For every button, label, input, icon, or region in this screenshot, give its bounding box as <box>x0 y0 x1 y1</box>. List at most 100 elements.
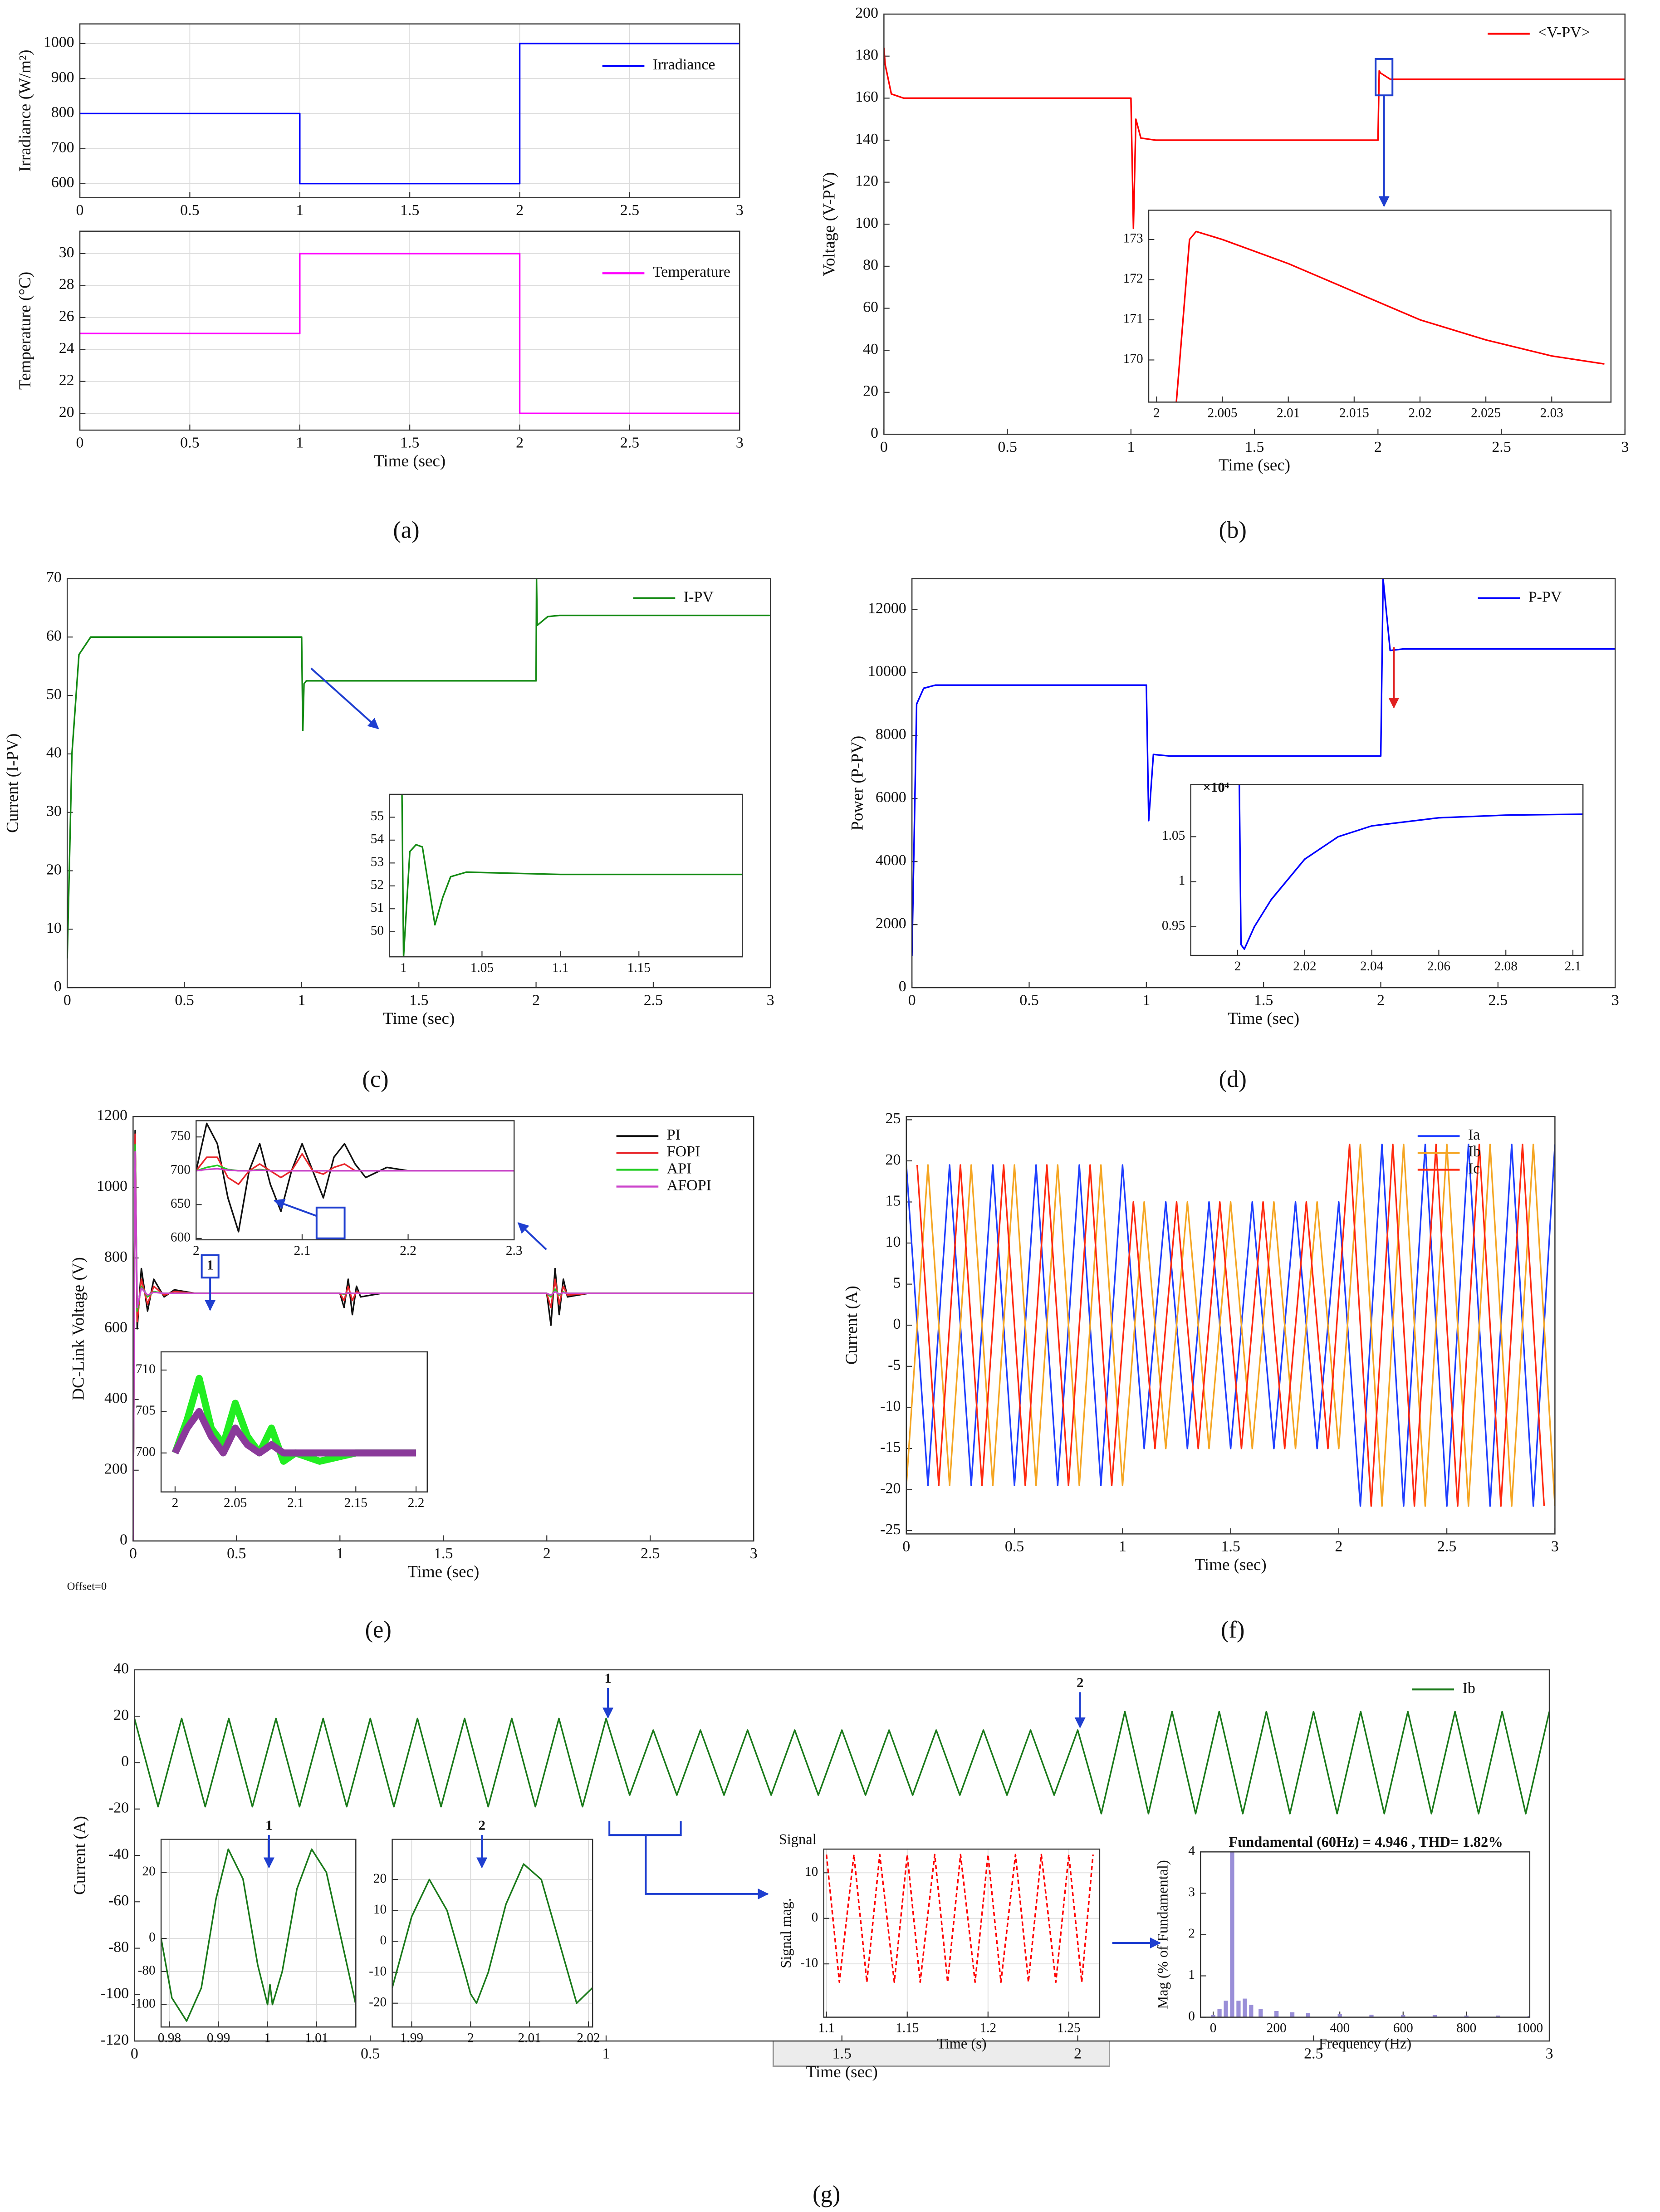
series-line <box>912 578 1616 956</box>
x-tick-label: 1.15 <box>627 960 651 975</box>
y-tick-label: 0 <box>812 1910 818 1924</box>
x-tick-label: 1.5 <box>1245 439 1264 455</box>
y-tick-label: 22 <box>59 372 74 389</box>
x-axis-label: Frequency (Hz) <box>1319 2036 1411 2052</box>
plot-marks <box>1211 1852 1530 2017</box>
x-tick-label: 1 <box>298 992 305 1008</box>
y-tick-label: -20 <box>880 1480 901 1497</box>
y-tick-label: 200 <box>855 5 878 21</box>
x-tick-label: 0 <box>880 439 888 455</box>
chart: 1 1.05 1.1 1.15 50 51 52 53 54 55 <box>371 793 743 975</box>
x-tick-label: 1.1 <box>552 960 569 975</box>
y-tick-label: 60 <box>863 299 878 315</box>
y-tick-label: 10 <box>885 1233 901 1250</box>
chart: 0 0.5 1 1.5 2 2.5 3-25-20-15-10-50510152025IaI… <box>842 1110 1559 1643</box>
x-tick-label: 2.15 <box>344 1496 367 1510</box>
x-tick-label: 1 <box>296 435 304 451</box>
y-tick-label: 10 <box>373 1902 387 1917</box>
plot-marks <box>1239 784 1583 950</box>
plot-area <box>1200 1852 1530 2017</box>
x-tick-label: 2.08 <box>1494 959 1518 974</box>
y-tick-label: 20 <box>373 1871 387 1886</box>
y-tick-label: 10 <box>805 1865 818 1879</box>
y-tick-label: -100 <box>131 1996 156 2011</box>
series-line <box>171 1408 416 1457</box>
x-tick-label: 1.99 <box>400 2031 423 2045</box>
x-axis-label: Time (sec) <box>374 452 446 470</box>
chart-title: Signal <box>779 1831 817 1848</box>
y-tick-label: 54 <box>371 832 384 847</box>
plot-marks <box>80 43 740 185</box>
plot-frame <box>392 1839 593 2028</box>
x-tick-label: 600 <box>1393 2021 1413 2036</box>
y-tick-label: 750 <box>171 1129 191 1143</box>
y-tick-label: 700 <box>51 139 74 156</box>
y-tick-label: 705 <box>136 1403 156 1418</box>
plot-frame <box>160 1839 357 2028</box>
y-tick-label: -60 <box>108 1892 129 1909</box>
y-tick-label: -120 <box>101 2031 129 2048</box>
legend-label: Irradiance <box>653 56 715 73</box>
y-tick-label: 70 <box>46 569 62 586</box>
y-axis-label: Current (A) <box>842 1286 861 1365</box>
x-tick-label: 0 <box>76 202 84 219</box>
bar <box>1401 2015 1405 2017</box>
y-tick-label: -5 <box>888 1357 901 1374</box>
y-tick-label: 2 <box>1188 1926 1195 1941</box>
plot-marks <box>133 1130 754 1541</box>
x-tick-label: 1 <box>400 960 407 975</box>
y-tick-label: -80 <box>138 1963 156 1978</box>
x-tick-label: 2.015 <box>1339 406 1369 421</box>
x-tick-label: 2.1 <box>287 1496 304 1510</box>
plot-marks <box>912 578 1616 956</box>
y-tick-label: 0 <box>120 1532 127 1548</box>
x-tick-label: 1.5 <box>1254 992 1273 1008</box>
plot-area <box>161 1839 356 2027</box>
y-tick-label: 0 <box>121 1753 129 1770</box>
y-tick-label: 1000 <box>97 1178 127 1194</box>
y-axis-label: Mag (% of Fundamental) <box>1155 1860 1171 2009</box>
y-tick-label: 900 <box>51 69 74 86</box>
x-tick-label: 400 <box>1330 2021 1350 2036</box>
x-tick-label: 2 <box>1377 992 1385 1008</box>
y-tick-label: 0 <box>871 425 878 441</box>
x-tick-label: 0.5 <box>180 435 199 451</box>
bar <box>1432 2015 1437 2017</box>
x-axis-label: Time (sec) <box>1195 1556 1267 1574</box>
legend-label: Ib <box>1468 1143 1481 1160</box>
x-tick-label: 2.3 <box>506 1243 523 1258</box>
y-tick-label: 20 <box>46 861 62 878</box>
x-tick-label: 3 <box>750 1545 758 1562</box>
annotation: ×10⁴ <box>1203 779 1229 795</box>
x-tick-label: 2 <box>516 202 524 219</box>
x-tick-label: 0.5 <box>175 992 194 1008</box>
x-tick-label: 0.5 <box>180 202 199 219</box>
x-tick-label: 2.5 <box>1489 992 1508 1008</box>
chart: 1.1 1.15 1.2 1.25 -10 0 10 Signal Time (s) Signal… <box>778 1831 1101 2052</box>
panel-label: (g) <box>813 2181 840 2207</box>
bar <box>1249 2005 1254 2017</box>
y-tick-label: -25 <box>880 1521 901 1538</box>
x-tick-label: 2.02 <box>1408 406 1431 421</box>
x-tick-label: 2.01 <box>1277 406 1300 421</box>
x-tick-label: 2.02 <box>1293 959 1316 974</box>
plot-frame <box>79 230 740 431</box>
x-tick-label: 200 <box>1267 2021 1287 2036</box>
plot-frame <box>66 578 771 989</box>
x-tick-label: 1 <box>296 202 304 219</box>
x-tick-label: 1.1 <box>818 2021 835 2036</box>
bar <box>1369 2015 1374 2017</box>
x-tick-label: 0.5 <box>998 439 1017 455</box>
x-tick-label: 0 <box>64 992 71 1008</box>
bar <box>1337 2014 1342 2017</box>
y-tick-label: 710 <box>136 1362 156 1376</box>
x-tick-label: 3 <box>1611 992 1619 1008</box>
x-tick-label: 2.01 <box>518 2031 541 2045</box>
y-tick-label: 1.05 <box>1162 828 1185 843</box>
x-tick-label: 0.5 <box>227 1545 246 1562</box>
y-tick-label: 12000 <box>868 600 906 617</box>
y-tick-label: 1 <box>1179 873 1185 888</box>
series-line <box>825 1854 1094 1983</box>
x-tick-label: 0.5 <box>1005 1538 1024 1555</box>
legend-label: Ib <box>1463 1680 1475 1697</box>
